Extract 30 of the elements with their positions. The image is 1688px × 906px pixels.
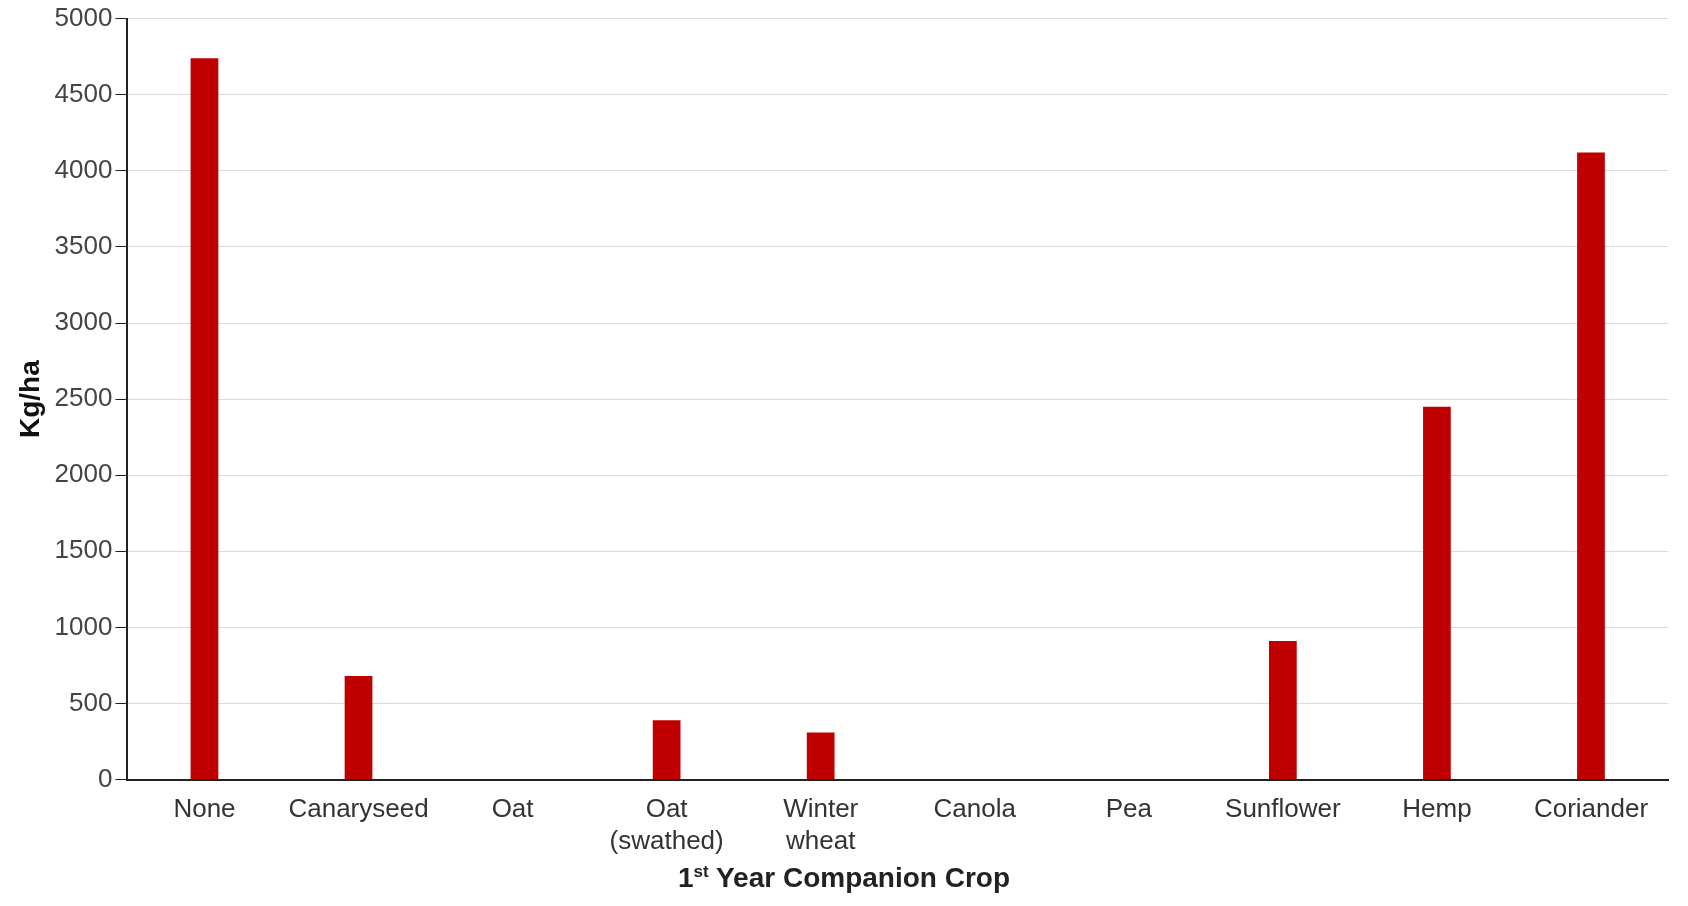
y-tick-label: 1000 — [54, 610, 113, 641]
y-tick-label: 2500 — [54, 382, 113, 413]
x-tick-label: Oat (swathed) — [609, 793, 724, 855]
bar — [190, 58, 219, 780]
y-axis-title: Kg/ha — [13, 359, 45, 438]
y-tick-label: 500 — [69, 686, 113, 717]
y-tick-label: 4500 — [54, 77, 113, 108]
y-tick-label: 3500 — [54, 230, 113, 261]
bar — [806, 732, 835, 780]
x-tick-label: Canaryseed — [288, 793, 429, 824]
y-tick-label: 3000 — [54, 306, 113, 337]
y-tick-label: 0 — [97, 762, 113, 793]
x-axis-title: 1$^{st}$ Year Companion Crop — [677, 862, 1011, 895]
y-tick-label: 2000 — [54, 458, 113, 489]
bar — [1268, 641, 1297, 780]
x-tick-label: None — [173, 793, 236, 824]
x-tick-label: Pea — [1105, 793, 1153, 824]
x-tick-label: Coriander — [1533, 793, 1649, 824]
y-tick-label: 1500 — [54, 534, 113, 565]
bar — [344, 676, 373, 780]
x-tick-label: Hemp — [1402, 793, 1472, 824]
bar — [652, 720, 681, 780]
x-tick-label: Oat — [491, 793, 535, 824]
x-tick-label: Sunflower — [1225, 793, 1342, 824]
x-tick-label: Winter wheat — [783, 793, 859, 855]
y-tick-label: 4000 — [54, 153, 113, 184]
y-tick-label: 5000 — [54, 1, 113, 32]
bar — [1577, 152, 1605, 780]
x-tick-label: Canola — [933, 793, 1017, 824]
bar — [1423, 406, 1451, 780]
